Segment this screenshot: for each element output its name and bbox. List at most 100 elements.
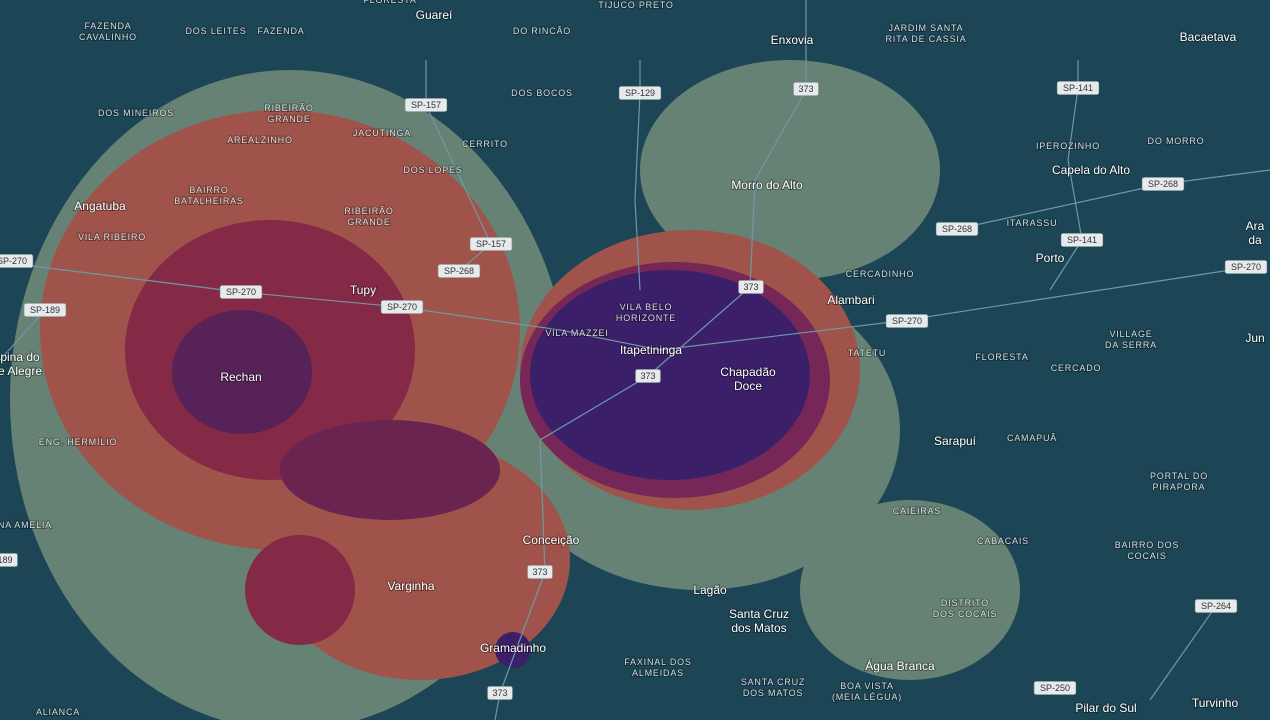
town-label: Morro do Alto xyxy=(731,178,803,192)
shield-text: SP-270 xyxy=(0,256,27,266)
town-label: Jun xyxy=(1245,331,1264,345)
district-label: NA AMELIA xyxy=(0,520,52,530)
shield-box xyxy=(935,222,979,236)
district-label-line: AREALZINHO xyxy=(227,135,293,145)
town-label-line: Doce xyxy=(734,379,762,393)
district-label-line: CAIEIRAS xyxy=(893,506,941,516)
town-label-line: Turvinho xyxy=(1192,696,1239,710)
district-label-line: GRANDE xyxy=(347,217,390,227)
shield-box xyxy=(380,300,424,314)
district-label-line: DISTRITO xyxy=(941,598,989,608)
shield-box xyxy=(0,254,34,268)
district-label-line: DO RINCÃO xyxy=(513,26,571,36)
shield-box xyxy=(404,98,448,112)
district-label: SANTA CRUZ DOS MATOS xyxy=(741,677,805,698)
district-label-line: CABACAIS xyxy=(977,536,1029,546)
town-label-line: e Alegre xyxy=(0,364,42,378)
shield-text: SP-141 xyxy=(1063,83,1093,93)
district-label: CABACAIS xyxy=(977,536,1029,546)
shield-box xyxy=(0,553,18,567)
district-label-line: BAIRRO xyxy=(189,185,228,195)
district-label-line: NA AMELIA xyxy=(0,520,52,530)
district-label-line: GRANDE xyxy=(267,114,310,124)
district-label: VILA BELO HORIZONTE xyxy=(616,302,676,323)
district-label-line: (MEIA LÉGUA) xyxy=(832,692,902,702)
shield-box xyxy=(1194,599,1238,613)
district-label: FLORESTA xyxy=(975,352,1028,362)
district-label-line: DOS BOCOS xyxy=(511,88,573,98)
district-label: JARDIM SANTA RITA DE CASSIA xyxy=(885,23,966,44)
road-shield: 373 xyxy=(793,82,819,96)
shield-text: 373 xyxy=(640,371,655,381)
shield-box xyxy=(527,565,553,579)
shield-text: SP-189 xyxy=(30,305,60,315)
district-label-line: DOS MINEIROS xyxy=(98,108,174,118)
shield-text: SP-157 xyxy=(411,100,441,110)
district-label-line: TATETU xyxy=(848,348,886,358)
district-label: CAIEIRAS xyxy=(893,506,941,516)
town-label: Enxovia xyxy=(771,33,814,47)
road-shield: SP-141 xyxy=(1056,81,1100,95)
town-label: Lagão xyxy=(693,583,727,597)
town-label: Sarapuí xyxy=(934,434,977,448)
road-shield: SP-157 xyxy=(404,98,448,112)
shield-box xyxy=(1224,260,1268,274)
shield-box xyxy=(793,82,819,96)
town-label-line: Guareí xyxy=(416,8,453,22)
road-shield: 373 xyxy=(738,280,764,294)
town-label-line: da xyxy=(1248,233,1262,247)
district-label: IPEROZINHO xyxy=(1036,141,1100,151)
district-label: BAIRRO DOS COCAIS xyxy=(1115,540,1180,561)
district-label-line: FAXINAL DOS xyxy=(624,657,692,667)
town-label: Santa Cruz dos Matos xyxy=(729,607,789,635)
district-label: VILLAGE DA SERRA xyxy=(1105,329,1157,350)
road-shield: SP-268 xyxy=(1141,177,1185,191)
shield-text: 373 xyxy=(743,282,758,292)
shield-text: 373 xyxy=(492,688,507,698)
shield-box xyxy=(487,686,513,700)
shield-text: SP-270 xyxy=(1231,262,1261,272)
road-shield: SP-270 xyxy=(885,314,929,328)
district-label: DISTRITO DOS COCAIS xyxy=(933,598,998,619)
district-label: TIJUCO PRETO xyxy=(598,0,673,10)
district-label-line: FLORESTA xyxy=(363,0,416,5)
district-label: AREALZINHO xyxy=(227,135,293,145)
town-label-line: Bacaetava xyxy=(1180,30,1237,44)
district-label-line: CERCADO xyxy=(1051,363,1102,373)
road-shield: SP-264 xyxy=(1194,599,1238,613)
district-label-line: CERRITO xyxy=(462,139,508,149)
town-label-line: Rechan xyxy=(220,370,261,384)
town-label: Bacaetava xyxy=(1180,30,1237,44)
district-label-line: RIBEIRÃO xyxy=(344,206,393,216)
district-label-line: CAMAPUÃ xyxy=(1007,433,1057,443)
district-label-line: VILA MAZZEI xyxy=(545,328,608,338)
district-label: CERRITO xyxy=(462,139,508,149)
district-label: DO RINCÃO xyxy=(513,26,571,36)
heatmap xyxy=(10,60,1020,720)
shield-box xyxy=(219,285,263,299)
district-label-line: ENG. HERMÍLIO xyxy=(39,437,117,447)
town-label: Água Branca xyxy=(865,658,935,673)
shield-box xyxy=(1141,177,1185,191)
town-label-line: Conceição xyxy=(523,533,580,547)
town-label: Chapadão Doce xyxy=(720,365,776,393)
district-label-line: VILLAGE xyxy=(1109,329,1152,339)
shield-box xyxy=(635,369,661,383)
town-label: Itapetininga xyxy=(620,343,682,357)
town-label-line: dos Matos xyxy=(731,621,786,635)
district-label: VILA RIBEIRO xyxy=(78,232,146,242)
district-label-line: DOS LOPES xyxy=(403,165,462,175)
district-label: VILA MAZZEI xyxy=(545,328,608,338)
district-label: DOS LEITES xyxy=(185,26,246,36)
town-label: Conceição xyxy=(523,533,580,547)
district-label-line: TIJUCO PRETO xyxy=(598,0,673,10)
town-label-line: Jun xyxy=(1245,331,1264,345)
district-label: RIBEIRÃO GRANDE xyxy=(264,103,313,124)
district-label: ITARASSU xyxy=(1007,218,1058,228)
town-label-line: Água Branca xyxy=(865,658,935,673)
town-label-line: Tupy xyxy=(350,283,376,297)
shield-box xyxy=(738,280,764,294)
district-label-line: RITA DE CASSIA xyxy=(885,34,966,44)
